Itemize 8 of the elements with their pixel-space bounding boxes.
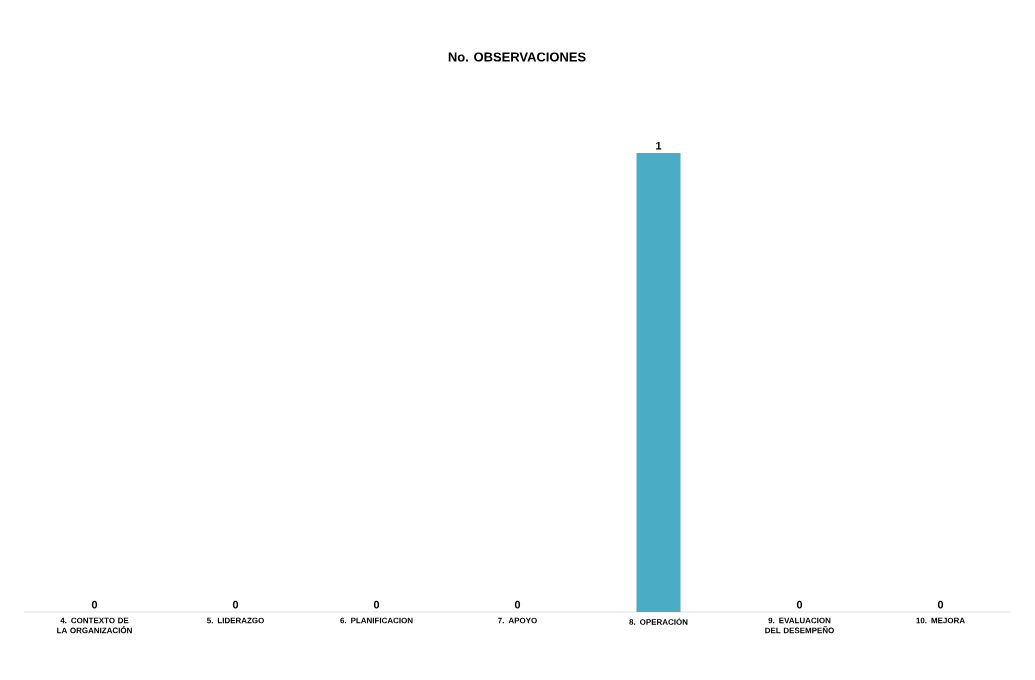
data-label: 0 (514, 600, 521, 609)
chart-title: No. OBSERVACIONES (448, 52, 586, 62)
data-label: 0 (232, 600, 239, 609)
data-label: 0 (937, 600, 944, 609)
data-label: 0 (796, 600, 803, 609)
data-label: 0 (373, 600, 380, 609)
data-label: 1 (656, 141, 662, 150)
data-label: 0 (91, 600, 98, 609)
